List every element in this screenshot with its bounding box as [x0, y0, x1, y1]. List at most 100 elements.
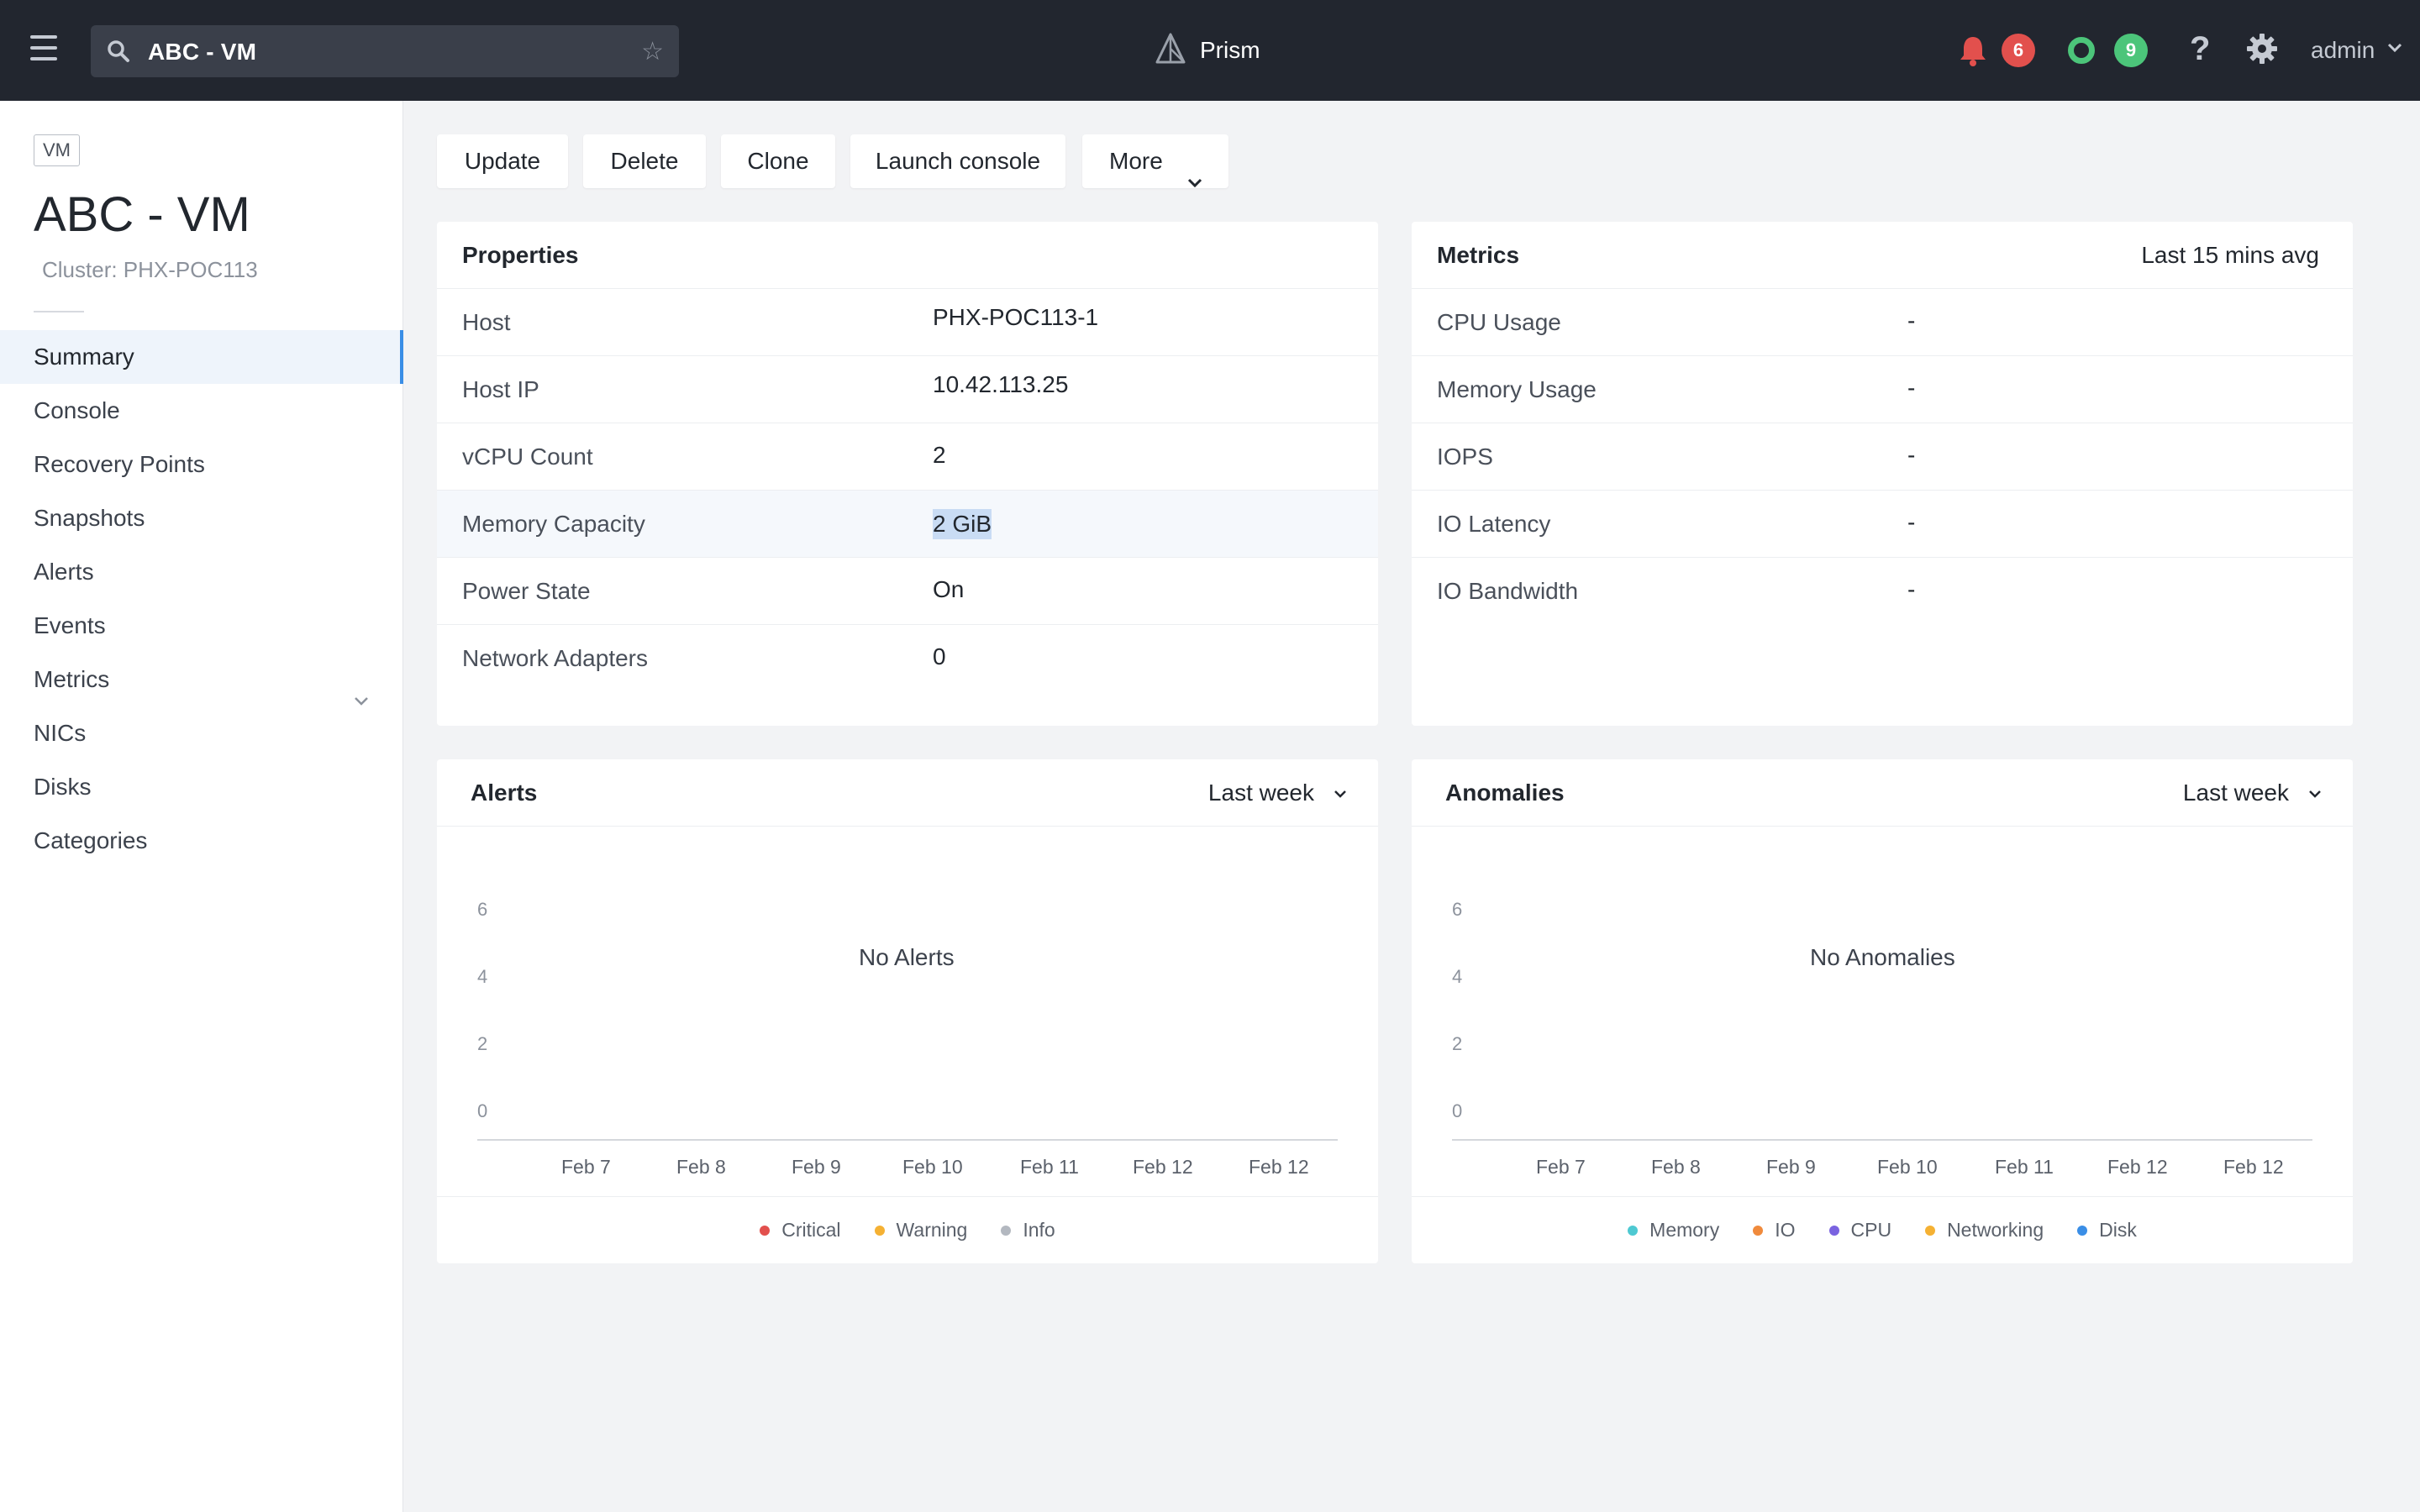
range-select[interactable]: Last week — [1207, 780, 1314, 806]
chevron-down-icon[interactable] — [353, 673, 370, 727]
y-tick: 4 — [1452, 966, 1463, 987]
property-value: 2 — [933, 442, 946, 468]
sidebar-item-snapshots[interactable]: Snapshots — [34, 505, 145, 531]
tasks-status-icon[interactable] — [2068, 37, 2095, 64]
user-menu[interactable]: admin — [2311, 37, 2375, 63]
property-value: PHX-POC113-1 — [933, 304, 1099, 330]
sidebar-item-metrics[interactable]: Metrics — [0, 653, 403, 706]
x-tick: Feb 11 — [1020, 1156, 1079, 1178]
metric-key: IO Latency — [1437, 511, 1551, 537]
metric-key: CPU Usage — [1437, 309, 1561, 335]
property-value: On — [933, 576, 965, 602]
card-header: Properties — [437, 222, 1378, 289]
chevron-down-icon[interactable] — [2386, 42, 2403, 58]
metric-key: IOPS — [1437, 444, 1493, 470]
legend-dot — [1925, 1225, 1936, 1236]
legend-label: CPU — [1850, 1219, 1892, 1241]
metric-value: - — [1907, 375, 1916, 401]
clone-button[interactable]: Clone — [721, 134, 835, 188]
star-icon[interactable]: ☆ — [641, 38, 664, 66]
sidebar-item-nics[interactable]: NICs — [34, 720, 87, 746]
x-tick: Feb 12 — [2107, 1156, 2168, 1178]
properties-card: Properties Host PHX-POC113-1 Host IP 10.… — [437, 222, 1378, 726]
property-key: Network Adapters — [462, 645, 648, 671]
chart-legend: Memory IO CPU Networking Disk — [1412, 1196, 2353, 1263]
metric-row: CPU Usage - — [1412, 289, 2353, 356]
search-icon — [106, 39, 131, 68]
x-tick: Feb 8 — [1651, 1156, 1701, 1178]
cluster-label: Cluster: PHX-POC113 — [42, 257, 258, 282]
alerts-card: Alerts Last week 6 4 2 0 No Alerts Feb 7… — [437, 759, 1378, 1263]
help-icon[interactable]: ? — [2190, 30, 2211, 67]
page-title: ABC - VM — [34, 187, 250, 242]
legend-label: Info — [1023, 1219, 1055, 1241]
legend-item[interactable]: Memory — [1628, 1219, 1719, 1242]
metric-row: IO Latency - — [1412, 491, 2353, 558]
sidebar-item-disks[interactable]: Disks — [34, 774, 92, 800]
x-tick: Feb 10 — [1877, 1156, 1938, 1178]
sidebar-item-events[interactable]: Events — [34, 612, 106, 638]
property-row: Network Adapters 0 — [437, 625, 1378, 692]
sidebar-item-categories[interactable]: Categories — [34, 827, 148, 853]
legend-item[interactable]: IO — [1753, 1219, 1796, 1242]
legend-item[interactable]: Warning — [874, 1219, 967, 1242]
legend-dot — [1753, 1225, 1764, 1236]
legend-item[interactable]: Disk — [2077, 1219, 2137, 1242]
entity-type-tag: VM — [34, 134, 80, 166]
alerts-count-badge[interactable]: 6 — [2002, 34, 2035, 67]
chevron-down-icon[interactable] — [2307, 788, 2323, 803]
menu-icon[interactable] — [30, 35, 57, 66]
delete-button[interactable]: Delete — [583, 134, 706, 188]
metric-value: - — [1907, 442, 1916, 468]
metric-row: IOPS - — [1412, 423, 2353, 491]
sidebar-item-summary[interactable]: Summary — [0, 330, 403, 384]
more-label: More — [1109, 148, 1163, 174]
card-title: Properties — [462, 242, 579, 268]
divider — [34, 311, 84, 312]
sidebar-nav: Summary Console Recovery Points Snapshot… — [0, 330, 403, 868]
legend-item[interactable]: CPU — [1828, 1219, 1892, 1242]
sidebar-item-alerts[interactable]: Alerts — [34, 559, 94, 585]
brand-name: Prism — [1200, 37, 1260, 63]
legend-dot — [1828, 1225, 1839, 1236]
chevron-down-icon[interactable] — [1333, 788, 1348, 803]
property-value: 10.42.113.25 — [933, 371, 1069, 397]
card-header: Alerts Last week — [437, 759, 1378, 827]
sidebar-item-recovery-points[interactable]: Recovery Points — [34, 451, 205, 477]
legend-item[interactable]: Networking — [1925, 1219, 2044, 1242]
legend-label: Critical — [781, 1219, 841, 1241]
property-key: vCPU Count — [462, 444, 593, 470]
legend-item[interactable]: Info — [1001, 1219, 1055, 1242]
x-tick: Feb 12 — [1133, 1156, 1193, 1178]
empty-state: No Alerts — [859, 944, 955, 970]
search-bar[interactable]: ABC - VM ☆ — [91, 25, 679, 77]
alerts-chart: 6 4 2 0 No Alerts Feb 7 Feb 8 Feb 9 Feb … — [437, 827, 1378, 1196]
legend-item[interactable]: Critical — [760, 1219, 841, 1242]
more-button[interactable]: More — [1082, 134, 1228, 188]
launch-console-button[interactable]: Launch console — [850, 134, 1065, 188]
legend-label: Disk — [2099, 1219, 2137, 1241]
sidebar-item-console[interactable]: Console — [34, 397, 120, 423]
metrics-card: Metrics Last 15 mins avg CPU Usage - Mem… — [1412, 222, 2353, 726]
legend-label: Memory — [1649, 1219, 1720, 1241]
update-button[interactable]: Update — [437, 134, 568, 188]
legend-dot — [2077, 1225, 2088, 1236]
y-tick: 0 — [1452, 1100, 1463, 1121]
card-title: Alerts — [471, 780, 538, 806]
gear-icon[interactable] — [2245, 32, 2279, 70]
tasks-count-badge[interactable]: 9 — [2114, 34, 2148, 67]
bell-icon[interactable] — [1958, 34, 1988, 71]
property-row: Memory Capacity 2 GiB — [437, 491, 1378, 558]
property-key: Power State — [462, 578, 591, 604]
range-select[interactable]: Last week — [2182, 780, 2289, 806]
x-tick: Feb 9 — [792, 1156, 841, 1178]
x-tick: Feb 10 — [902, 1156, 963, 1178]
chevron-down-icon — [1186, 155, 1203, 208]
card-header: Anomalies Last week — [1412, 759, 2353, 827]
metric-key: IO Bandwidth — [1437, 578, 1579, 604]
metric-value: - — [1907, 509, 1916, 535]
search-input[interactable]: ABC - VM — [148, 39, 257, 65]
y-tick: 4 — [477, 966, 488, 987]
chart-legend: Critical Warning Info — [437, 1196, 1378, 1263]
property-value[interactable]: 2 GiB — [933, 509, 992, 539]
